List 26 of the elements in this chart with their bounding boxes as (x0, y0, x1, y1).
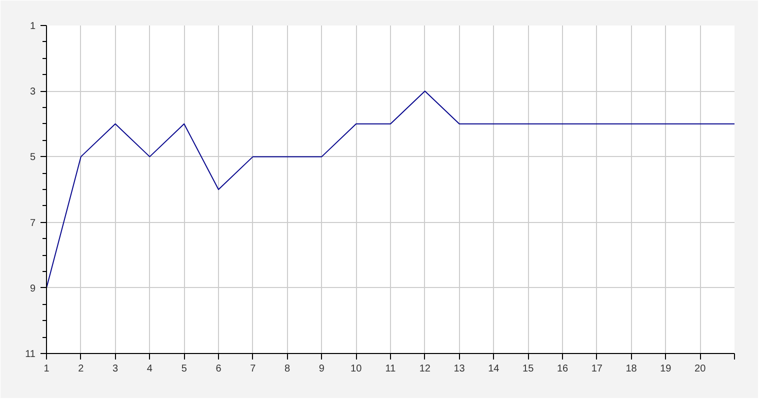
x-tick-label: 11 (385, 364, 396, 374)
x-tick-label: 10 (350, 364, 362, 374)
x-tick-label: 8 (284, 364, 291, 374)
x-tick-label: 15 (522, 364, 534, 374)
x-tick-label: 4 (146, 364, 153, 374)
x-tick-label: 18 (626, 364, 638, 374)
y-tick-label: 3 (30, 86, 36, 98)
x-tick-label: 19 (660, 364, 672, 374)
x-tick-label: 3 (112, 364, 119, 374)
x-tick-label: 16 (556, 364, 568, 374)
x-tick-label: 5 (181, 364, 188, 374)
x-tick-label: 13 (454, 364, 466, 374)
x-tick-label: 9 (318, 364, 325, 374)
y-tick-label: 7 (30, 218, 36, 229)
x-tick-label: 20 (694, 364, 706, 374)
y-tick-label: 5 (30, 152, 36, 164)
x-tick-label: 12 (419, 364, 431, 374)
x-tick-label: 2 (78, 364, 84, 374)
x-tick-label: 1 (44, 364, 50, 374)
y-tick-label: 9 (30, 283, 36, 294)
y-tick-label: 1 (30, 21, 36, 32)
y-tick-label: 11 (25, 349, 36, 360)
x-tick-label: 17 (591, 364, 603, 374)
x-tick-label: 6 (216, 364, 222, 374)
x-tick-label: 14 (488, 364, 500, 374)
x-tick-label: 7 (250, 364, 256, 374)
